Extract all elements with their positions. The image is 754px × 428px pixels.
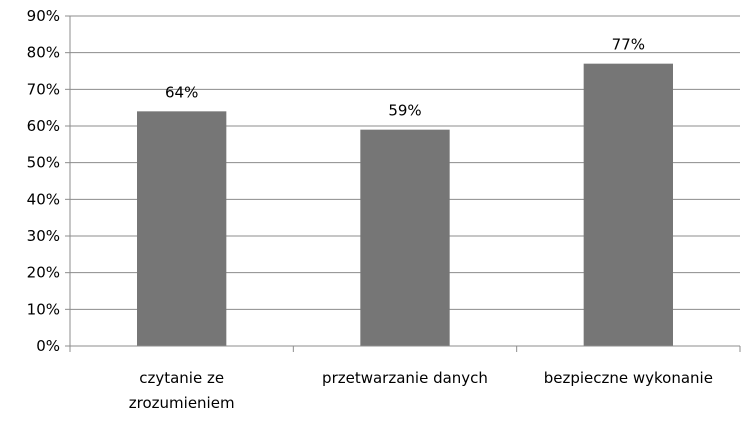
bar bbox=[137, 111, 227, 346]
y-tick-label: 90% bbox=[27, 7, 60, 25]
y-tick-label: 40% bbox=[27, 190, 60, 208]
y-tick-label: 50% bbox=[27, 154, 60, 172]
data-label: 64% bbox=[165, 83, 198, 101]
bar bbox=[360, 129, 450, 346]
y-tick-label: 10% bbox=[27, 300, 60, 318]
y-tick-label: 20% bbox=[27, 264, 60, 282]
data-label: 77% bbox=[612, 36, 645, 54]
y-tick-label: 80% bbox=[27, 44, 60, 62]
data-labels: 64% 59% 77% bbox=[165, 36, 645, 120]
data-label: 59% bbox=[388, 102, 421, 120]
x-category-labels: czytanie ze zrozumieniem przetwarzanie dan… bbox=[129, 369, 713, 412]
bars bbox=[137, 63, 673, 347]
y-tick-label: 0% bbox=[36, 337, 60, 355]
category-label: zrozumieniem bbox=[129, 394, 235, 412]
y-tick-label: 70% bbox=[27, 80, 60, 98]
category-label: przetwarzanie danych bbox=[322, 369, 488, 387]
category-label: bezpieczne wykonanie bbox=[544, 369, 713, 387]
bar bbox=[583, 63, 673, 347]
category-label: czytanie ze bbox=[139, 369, 224, 387]
axes bbox=[65, 15, 741, 352]
y-tick-labels: 0% 10% 20% 30% 40% 50% 60% 70% 80% 90% bbox=[27, 7, 60, 355]
y-tick-label: 60% bbox=[27, 117, 60, 135]
y-tick-label: 30% bbox=[27, 227, 60, 245]
